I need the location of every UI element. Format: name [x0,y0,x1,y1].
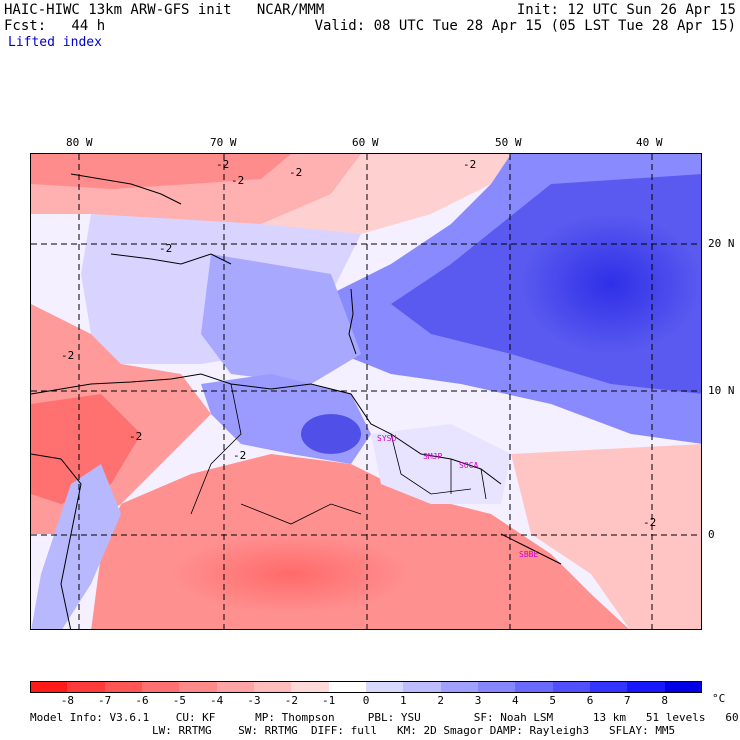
coastlines [31,173,562,629]
lon-label-60w: 60 W [352,136,379,149]
colorbar-frame [30,681,702,693]
colorbar-tick-label: -7 [98,694,112,707]
colorbar-swatch [30,681,68,693]
map-canvas [31,154,701,629]
colorbar-tick-label: -4 [210,694,224,707]
contour-label: -2 [289,166,303,179]
field-region-colombia-strong [31,394,141,504]
field-name: Lifted index [8,35,102,50]
field-region-top-band [261,154,511,244]
contour-label: -2 [233,449,247,462]
colorbar-swatch [440,681,479,693]
colorbar-tick-label: -8 [60,694,74,707]
colorbar-swatch [627,681,666,693]
header-forecast-hour: Fcst: 44 h [4,18,106,34]
station-sbbe: SBBE [519,550,539,559]
lon-label-40w: 40 W [636,136,663,149]
colorbar-unit: °C [712,692,726,705]
lat-lon-grid [31,154,701,629]
header-init-time: Init: 12 UTC Sun 26 Apr 15 [516,2,736,18]
station-soca: SOCA [459,461,479,470]
lat-label-0: 0 [708,528,715,541]
colorbar-swatch [67,681,106,693]
colorbar-swatch [366,681,404,693]
lon-label-80w: 80 W [66,136,93,149]
colorbar-tick-label: -1 [322,694,336,707]
colorbar-tick-label: -6 [135,694,149,707]
lon-label-70w: 70 W [210,136,237,149]
field-region-southeast [511,444,701,629]
colorbar-swatch [291,681,330,693]
contour-label: -2 [61,349,75,362]
header-model-title: HAIC-HIWC 13km ARW-GFS init NCAR/MMM [4,2,325,18]
colorbar-tick-label: 7 [624,694,631,707]
colorbar-swatch [328,681,367,693]
station-sysu: SYSU [377,434,397,443]
lifted-index-map: -2 -2 -2 -2 -2 -2 -2 -2 -2 SYSU SMJP SOC… [30,153,702,630]
model-info-line1: Model Info: V3.6.1 CU: KF MP: Thompson P… [30,711,740,724]
colorbar-tick-label: 3 [474,694,482,707]
contour-label: -2 [231,174,245,187]
colorbar-tick-label: 5 [549,694,556,707]
colorbar-tick-label: 0 [362,694,370,707]
contour-label: -2 [643,516,657,529]
field-region-andes [31,464,121,629]
colorbar-swatch [403,681,442,693]
colorbar-swatch [142,681,180,693]
header-valid-time: Valid: 08 UTC Tue 28 Apr 15 (05 LST Tue … [314,18,736,34]
colorbar-tick-label: 2 [437,694,444,707]
colorbar-tick-label: -3 [247,694,261,707]
station-smjp: SMJP [423,452,443,461]
colorbar-tick-label: -2 [284,694,298,707]
colorbar-swatch [664,681,703,693]
colorbar-tick-label: 1 [400,694,407,707]
field-region-north-strong [31,154,291,189]
colorbar-tick-label: -5 [172,694,186,707]
colorbar-tick-label: 4 [512,694,519,707]
field-region-eastern-caribbean [201,254,361,384]
contour-label: -2 [463,158,477,171]
model-info-line2: LW: RRTMG SW: RRTMG DIFF: full KM: 2D Sm… [152,724,676,737]
colorbar-swatch [254,681,292,693]
colorbar-tick-label: 6 [586,694,594,707]
borders [190,383,487,525]
lon-label-50w: 50 W [495,136,522,149]
colorbar-tick-label: 8 [661,694,668,707]
contour-label: -2 [216,158,230,171]
colorbar-swatch [515,681,554,693]
field-blob-orinoco [301,414,361,454]
colorbar-swatch [478,681,516,693]
contour-label: -2 [159,242,173,255]
colorbar-swatch [179,681,218,693]
contour-label: -2 [129,430,143,443]
colorbar-swatch [104,681,143,693]
lat-label-20n: 20 N [708,237,735,250]
field-blob-atlantic [521,214,701,354]
field-blob-amazon [171,534,411,614]
colorbar-swatch [552,681,591,693]
colorbar-swatch [590,681,628,693]
colorbar-swatch [216,681,255,693]
lat-label-10n: 10 N [708,384,735,397]
